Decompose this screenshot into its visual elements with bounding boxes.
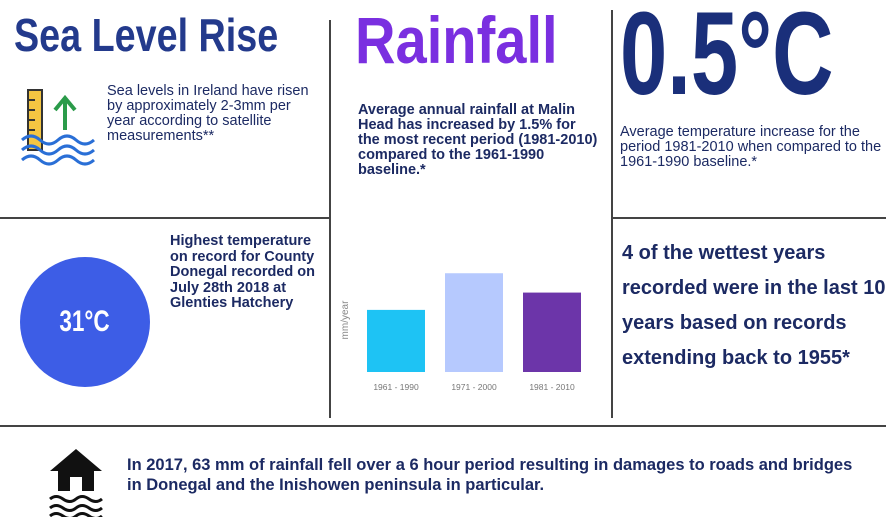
text: Average temperature increase for the per… [620,124,882,170]
text: Average annual rainfall at Malin Head ha… [358,102,598,178]
flood-icon [49,449,103,517]
bar [445,273,503,372]
text: Highest temperature on record for County… [170,233,316,311]
divider [329,20,331,418]
divider [611,10,613,418]
divider [0,217,330,219]
title: 0.5°C [620,0,834,120]
x-tick-label: 1961 - 1990 [373,382,419,392]
badge-text: 31°C [59,305,111,338]
chart: mm/year 1961 - 1990 1971 - 2000 1981 - 2010 [340,273,581,392]
divider [612,217,886,219]
bar [523,292,581,372]
x-tick-label: 1971 - 2000 [451,382,497,392]
bar [367,309,425,372]
divider [0,425,886,427]
text: 4 of the wettest years recorded were in … [622,242,886,369]
sea-icon [21,89,95,166]
text: Sea levels in Ireland have risen by appr… [107,83,309,144]
title: Sea Level Rise [14,9,279,61]
badge: 31°C [20,257,150,387]
y-axis-label: mm/year [340,300,351,340]
x-tick-label: 1981 - 2010 [529,382,575,392]
text: In 2017, 63 mm of rainfall fell over a 6… [127,456,853,494]
title: Rainfall [355,3,558,77]
